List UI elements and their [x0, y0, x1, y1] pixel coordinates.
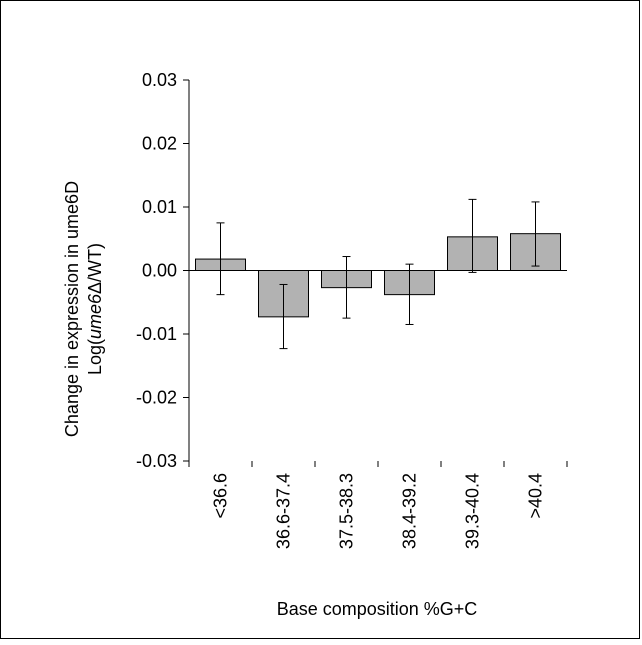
x-tick-label: >40.4: [526, 473, 546, 519]
bars: [195, 233, 561, 318]
x-tick-label: 36.6-37.4: [274, 473, 294, 549]
x-axis-ticks: <36.6 36.6-37.4 37.5-38.3 38.4-39.2 39.3-40.…: [188, 461, 568, 549]
y-axis-title-line2: Log(ume6Δ/WT): [85, 243, 105, 375]
y-axis-ticks: 0.03 0.02 0.01 0.00 -0.01 -0.02 -0.03: [136, 70, 189, 471]
y-tick-label: -0.03: [136, 451, 177, 471]
y-tick-label: 0.03: [142, 70, 177, 90]
x-tick-label: 39.3-40.4: [463, 473, 483, 549]
y-tick-label: -0.02: [136, 388, 177, 408]
x-tick-label: 37.5-38.3: [337, 473, 357, 549]
y-tick-label: -0.01: [136, 324, 177, 344]
y-tick-label: 0.01: [142, 197, 177, 217]
y-tick-label: 0.02: [142, 134, 177, 154]
error-bars: [216, 198, 540, 350]
y-axis-title-line1: Change in expression in ume6D: [62, 181, 82, 437]
x-tick-label: <36.6: [211, 473, 231, 519]
x-axis-title: Base composition %G+C: [277, 599, 478, 619]
x-tick-label: 38.4-39.2: [400, 473, 420, 549]
y-tick-label: 0.00: [142, 261, 177, 281]
